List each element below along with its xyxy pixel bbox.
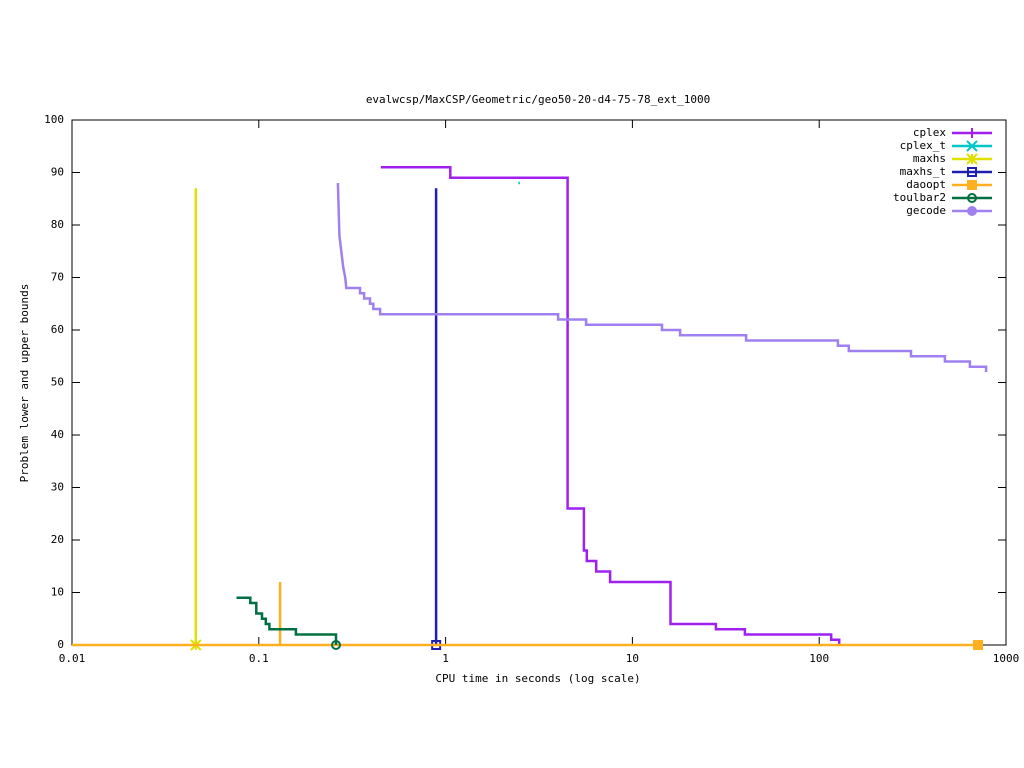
- x-tick-label: 1000: [993, 652, 1020, 665]
- marker: [967, 128, 977, 138]
- marker-stroke: [966, 153, 978, 165]
- y-tick-label: 0: [57, 638, 64, 651]
- x-tick-label: 1: [442, 652, 449, 665]
- x-tick-label: 0.01: [59, 652, 86, 665]
- x-tick-label: 10: [626, 652, 639, 665]
- legend-label: maxhs_t: [900, 165, 946, 178]
- legend-label: cplex_t: [900, 139, 946, 152]
- marker: [967, 193, 977, 203]
- y-tick-label: 100: [44, 113, 64, 126]
- marker-shape: [967, 167, 977, 177]
- series-line: [380, 166, 841, 645]
- y-tick-label: 30: [51, 481, 64, 494]
- chart-title: evalwcsp/MaxCSP/Geometric/geo50-20-d4-75…: [366, 93, 710, 106]
- marker-shape: [967, 193, 977, 203]
- legend-label: toulbar2: [893, 191, 946, 204]
- marker: [966, 140, 978, 152]
- y-tick-label: 80: [51, 218, 64, 231]
- legend-label: maxhs: [913, 152, 946, 165]
- marker-shape: [967, 180, 977, 190]
- marker-shape: [967, 206, 977, 216]
- marker: [966, 153, 978, 165]
- y-tick-label: 70: [51, 271, 64, 284]
- legend-label: daoopt: [906, 178, 946, 191]
- series-line: [72, 582, 978, 647]
- legend-label: cplex: [913, 126, 946, 139]
- marker: [331, 640, 342, 650]
- marker-shape: [972, 640, 983, 650]
- y-tick-label: 90: [51, 166, 64, 179]
- y-tick-label: 60: [51, 323, 64, 336]
- y-axis-label: Problem lower and upper bounds: [18, 284, 31, 483]
- marker-shape: [331, 640, 342, 650]
- y-tick-label: 10: [51, 586, 64, 599]
- x-tick-label: 0.1: [249, 652, 269, 665]
- y-tick-label: 40: [51, 428, 64, 441]
- plot-frame: [71, 119, 1007, 646]
- marker: [967, 167, 977, 177]
- legend-label: gecode: [906, 204, 946, 217]
- x-axis-label: CPU time in seconds (log scale): [435, 672, 640, 685]
- marker: [967, 180, 977, 190]
- marker: [972, 640, 983, 650]
- marker-stroke: [966, 140, 978, 152]
- series-line: [236, 596, 338, 645]
- y-tick-label: 20: [51, 533, 64, 546]
- marker: [967, 206, 977, 216]
- y-tick-label: 50: [51, 376, 64, 389]
- x-tick-label: 100: [809, 652, 829, 665]
- series-line: [336, 182, 988, 372]
